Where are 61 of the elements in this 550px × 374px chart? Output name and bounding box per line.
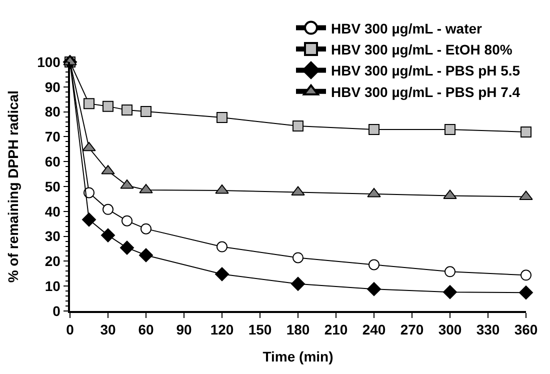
y-tick-label: 10 — [44, 278, 61, 294]
point — [520, 270, 532, 281]
x-tick-label: 330 — [476, 322, 500, 338]
point — [82, 142, 96, 152]
point — [102, 204, 114, 215]
y-tick-label: 30 — [44, 228, 61, 244]
y-tick-label: 20 — [44, 253, 61, 270]
x-tick-label: 270 — [400, 322, 424, 338]
point — [292, 252, 304, 264]
point — [122, 104, 132, 116]
point — [367, 282, 381, 296]
point — [367, 188, 381, 198]
y-tick-label: 50 — [44, 178, 61, 194]
legend-label: HBV 300 µg/mL - water — [331, 20, 483, 36]
point — [368, 259, 380, 270]
x-tick-label: 210 — [324, 322, 348, 338]
point — [216, 241, 228, 252]
y-tick-label: 80 — [44, 104, 61, 120]
x-tick-label: 180 — [286, 322, 310, 338]
point — [140, 106, 152, 118]
point — [82, 212, 96, 227]
x-tick-label: 300 — [438, 322, 462, 338]
point — [120, 240, 134, 255]
point — [215, 184, 229, 194]
point — [139, 184, 153, 194]
y-tick-label: 40 — [44, 203, 61, 220]
x-tick-label: 30 — [100, 322, 116, 338]
point — [102, 100, 114, 112]
x-tick-label: 360 — [514, 322, 538, 338]
x-axis-title: Time (min) — [262, 348, 334, 364]
point — [139, 248, 153, 262]
x-tick-label: 90 — [176, 322, 192, 338]
y-tick-label: 100 — [37, 54, 61, 70]
y-tick-label: 70 — [44, 128, 61, 145]
point — [443, 285, 457, 300]
point — [519, 286, 533, 300]
y-tick-label: 60 — [44, 154, 61, 170]
point — [84, 98, 94, 110]
point — [101, 228, 115, 242]
point — [444, 266, 456, 278]
legend-label: HBV 300 µg/mL - PBS pH 7.4 — [331, 84, 520, 100]
x-tick-label: 120 — [210, 322, 234, 338]
x-tick-label: 60 — [138, 322, 154, 338]
point — [216, 112, 228, 124]
y-tick-label: 90 — [44, 78, 61, 95]
y-tick-label: 0 — [52, 302, 61, 319]
legend-label: HBV 300 µg/mL - PBS pH 5.5 — [331, 62, 520, 79]
legend-label: HBV 300 µg/mL - EtOH 80% — [331, 41, 513, 58]
point — [520, 126, 532, 138]
x-tick-label: 0 — [66, 322, 74, 338]
point — [368, 124, 380, 135]
x-tick-label: 150 — [248, 322, 272, 338]
point — [215, 267, 229, 282]
x-tick-label: 240 — [362, 322, 386, 338]
point — [140, 223, 152, 234]
point — [84, 187, 94, 198]
point — [292, 120, 304, 132]
point — [291, 276, 305, 291]
point — [444, 124, 456, 135]
point — [122, 215, 132, 226]
y-axis-title: % of remaining DPPH radical — [5, 90, 22, 283]
